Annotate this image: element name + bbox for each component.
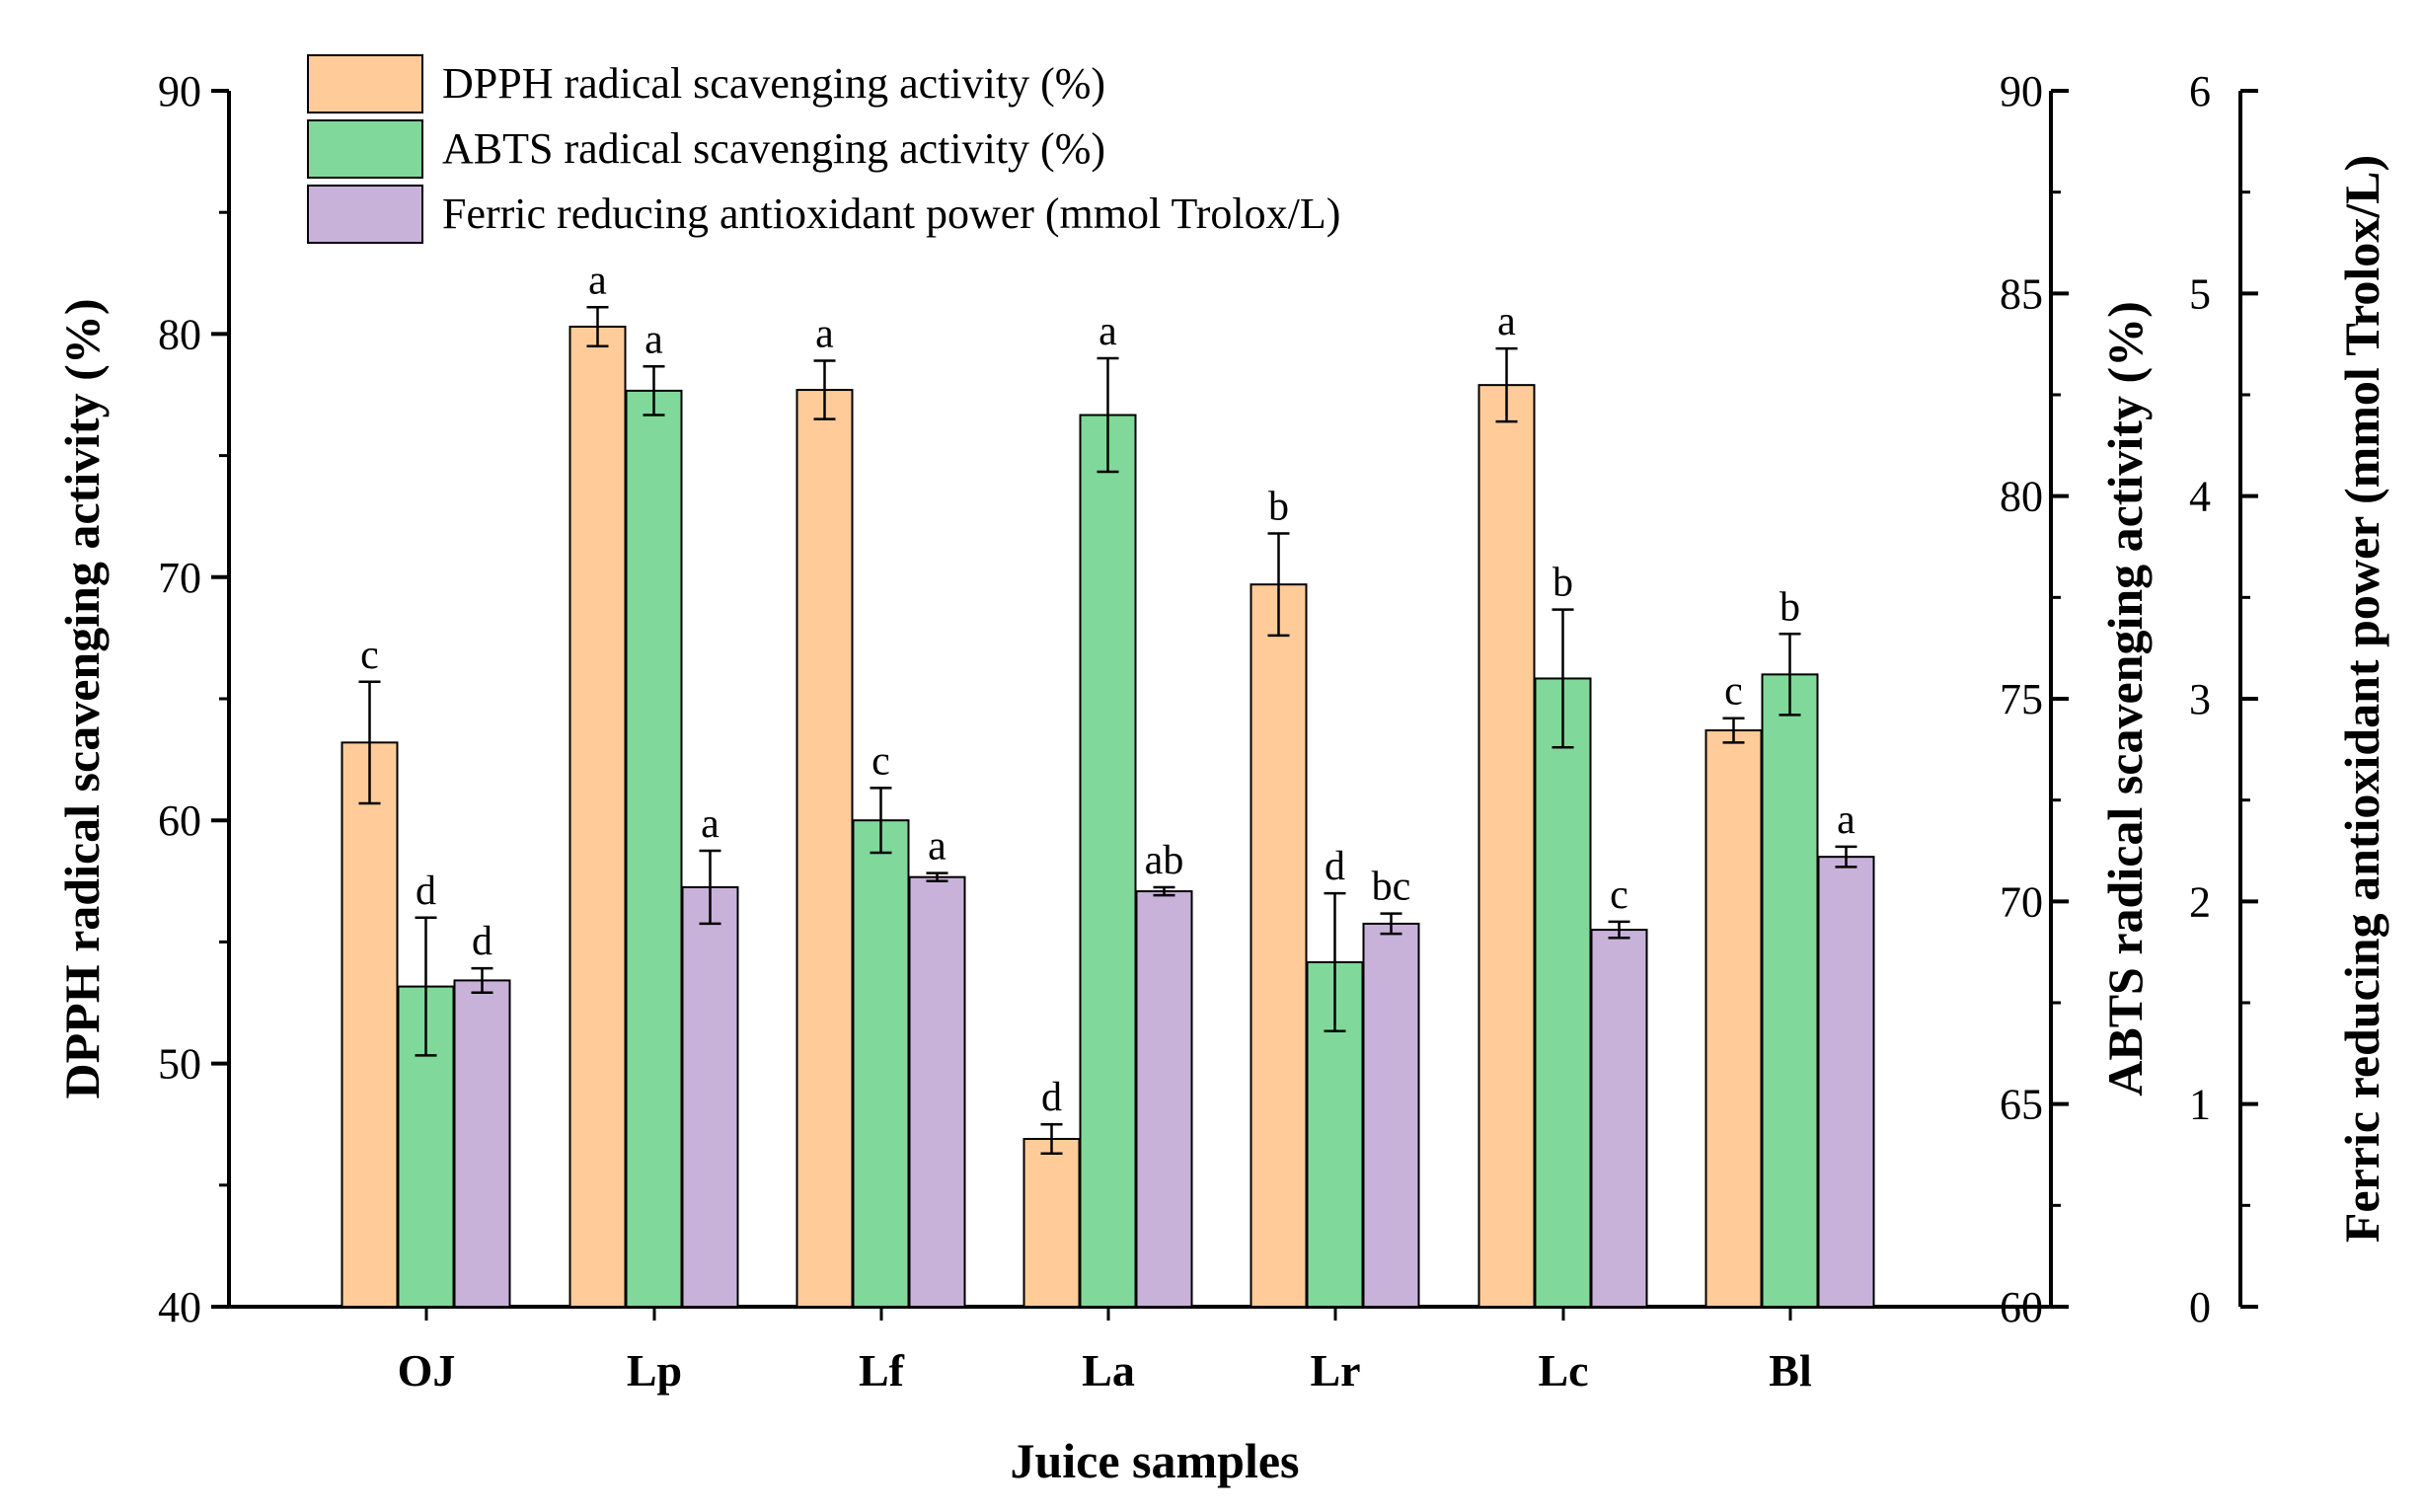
axes-layer: 40 50 60 70 80 90 60 65 70 75 80 85 90 0 1 2 3 4 5 6 DPPH ra…: [54, 67, 2389, 1396]
bar: [1249, 583, 1308, 1308]
category-label: Bl: [1769, 1345, 1811, 1396]
significance-letter: a: [588, 258, 607, 303]
category-label: Lp: [627, 1345, 682, 1396]
left-tick-label: 40: [158, 1283, 201, 1331]
legend-label: ABTS radical scavenging activity (%): [442, 124, 1105, 173]
bar: [1590, 929, 1648, 1309]
significance-letter: a: [1837, 797, 1855, 843]
right2-tick-label: 6: [2189, 67, 2211, 115]
bar: [568, 326, 627, 1308]
left-tick-label: 80: [158, 310, 201, 358]
right2-tick-label: 2: [2189, 877, 2211, 926]
bar: [453, 979, 511, 1308]
legend-label: Ferric reducing antioxidant power (mmol …: [442, 189, 1340, 238]
right2-axis-title: Ferric reducing antioxidant power (mmol …: [2334, 155, 2389, 1243]
bar: [852, 819, 910, 1308]
bar: [1477, 384, 1536, 1309]
legend-swatch: [307, 185, 423, 244]
right2-tick-label: 1: [2189, 1081, 2211, 1129]
significance-letter: d: [416, 869, 436, 914]
significance-letter: a: [1098, 309, 1117, 354]
significance-letter: b: [1779, 584, 1800, 630]
right2-tick-label: 5: [2189, 269, 2211, 318]
bar: [1817, 856, 1875, 1308]
category-label: Lf: [859, 1345, 905, 1396]
legend-swatch: [307, 119, 423, 179]
bar: [681, 885, 739, 1309]
left-tick-label: 90: [158, 67, 201, 115]
bar: [625, 389, 683, 1309]
plot-frame: [227, 91, 2242, 1309]
left-axis-title: DPPH radical scavenging activity (%): [54, 299, 110, 1099]
significance-letter: bc: [1372, 865, 1411, 910]
right2-tick-label: 0: [2189, 1283, 2211, 1331]
significance-letter: a: [1497, 299, 1516, 344]
legend-label: DPPH radical scavenging activity (%): [442, 59, 1105, 108]
right1-tick-label: 85: [2000, 269, 2043, 318]
right1-tick-label: 75: [2000, 675, 2043, 723]
left-tick-label: 50: [158, 1040, 201, 1089]
bar: [1534, 677, 1592, 1308]
bar: [1022, 1137, 1081, 1309]
bar: [341, 741, 399, 1308]
significance-letter: c: [871, 738, 890, 784]
bar: [1079, 414, 1137, 1308]
x-axis-title: Juice samples: [1010, 1433, 1299, 1488]
significance-letter: a: [644, 317, 663, 362]
significance-letter: c: [360, 633, 379, 678]
right1-tick-label: 90: [2000, 67, 2043, 115]
category-label: Lc: [1538, 1345, 1588, 1396]
left-tick-label: 60: [158, 796, 201, 845]
category-label: Lr: [1310, 1345, 1360, 1396]
category-label: OJ: [398, 1345, 456, 1396]
right1-tick-label: 60: [2000, 1283, 2043, 1331]
significance-letter: a: [928, 824, 946, 869]
bar: [908, 875, 966, 1309]
significance-letter: d: [472, 919, 492, 964]
significance-letter: c: [1724, 669, 1743, 715]
legend: DPPH radical scavenging activity (%) ABTS…: [307, 54, 1340, 244]
bar: [1761, 673, 1819, 1308]
bar: [1362, 922, 1420, 1308]
category-label: La: [1082, 1345, 1135, 1396]
significance-letter: a: [701, 801, 719, 847]
right1-axis-title: ABTS radical scavenging activity (%): [2097, 301, 2153, 1096]
bar: [1704, 729, 1763, 1308]
legend-swatch: [307, 54, 423, 113]
right1-tick-label: 70: [2000, 877, 2043, 926]
significance-letter: b: [1552, 561, 1573, 606]
bar: [795, 389, 854, 1308]
bar: [1135, 890, 1193, 1308]
significance-letter: d: [1041, 1075, 1062, 1120]
significance-letter: b: [1268, 484, 1289, 529]
right1-tick-label: 65: [2000, 1081, 2043, 1129]
significance-letter: ab: [1145, 838, 1184, 883]
significance-letter: a: [815, 312, 834, 357]
right1-tick-label: 80: [2000, 473, 2043, 521]
left-tick-label: 70: [158, 554, 201, 602]
significance-letter: c: [1610, 872, 1628, 918]
right2-tick-label: 4: [2189, 473, 2211, 521]
significance-letter: d: [1325, 844, 1345, 889]
right2-tick-label: 3: [2189, 675, 2211, 723]
